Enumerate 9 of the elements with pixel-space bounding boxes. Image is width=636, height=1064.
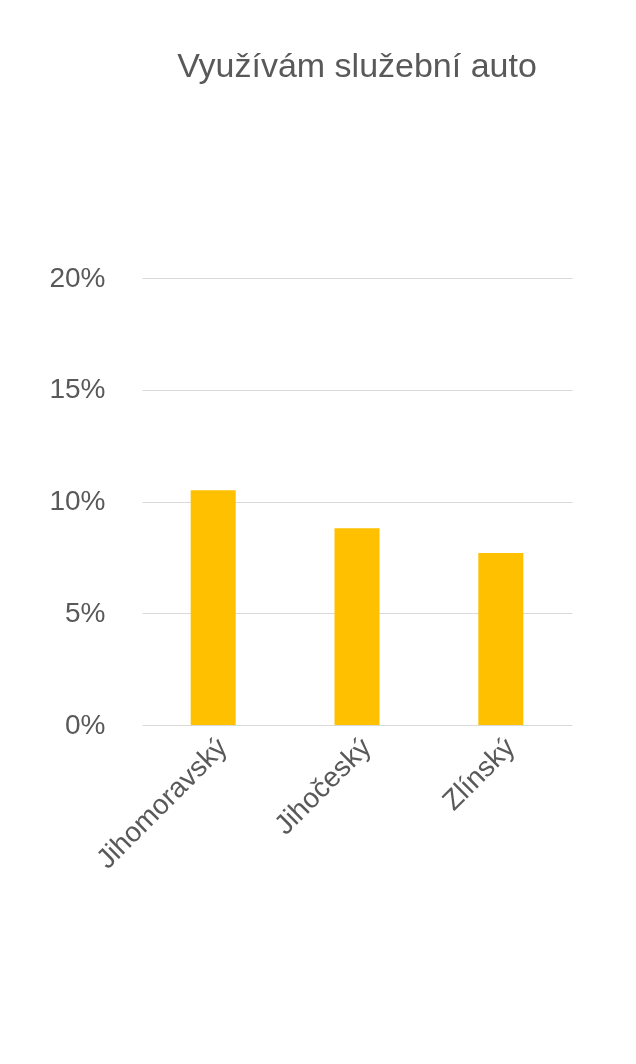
bar <box>190 490 236 725</box>
y-tick-label: 0% <box>65 708 106 740</box>
y-tick-label: 10% <box>49 485 106 516</box>
y-tick-label: 20% <box>49 261 106 293</box>
y-tick-label: 15% <box>49 373 106 405</box>
bar <box>478 552 524 725</box>
chart-title: Využívám služební auto <box>177 46 537 84</box>
y-tick-label: 5% <box>65 596 106 628</box>
bar <box>334 528 380 725</box>
